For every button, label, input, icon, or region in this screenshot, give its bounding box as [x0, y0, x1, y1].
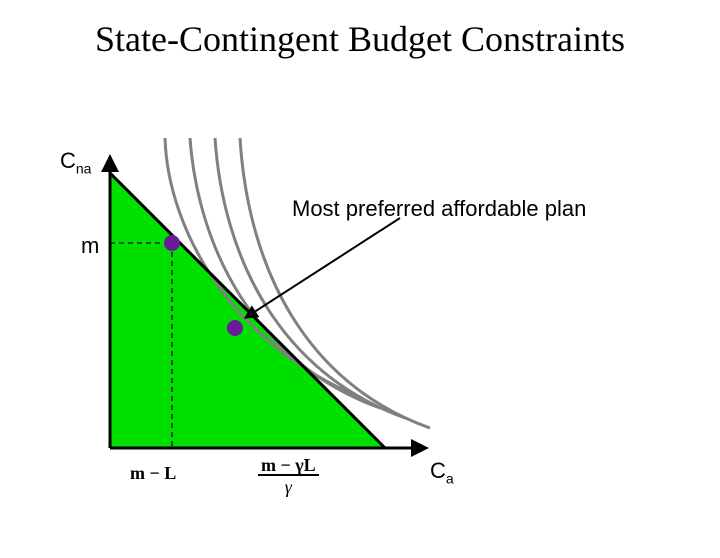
- annotation-text: Most preferred affordable plan: [292, 196, 586, 222]
- x-tick-m-minus-l: m − L: [130, 463, 176, 484]
- diagram-area: Cna m Most preferred affordable plan Ca …: [60, 148, 640, 528]
- m-tick-label: m: [81, 233, 99, 259]
- x-tick-fraction: m − γL γ: [258, 456, 319, 496]
- x-axis-label: Ca: [430, 458, 454, 486]
- page-title: State-Contingent Budget Constraints: [0, 18, 720, 60]
- optimal-point: [227, 320, 243, 336]
- y-axis-label: Cna: [60, 148, 91, 176]
- endowment-point: [164, 235, 180, 251]
